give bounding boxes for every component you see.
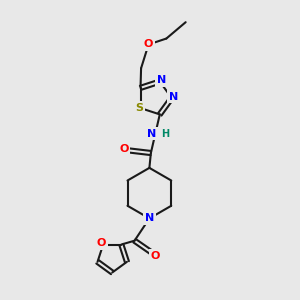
Text: N: N xyxy=(145,213,154,224)
Text: O: O xyxy=(144,40,153,50)
Text: S: S xyxy=(135,103,143,113)
Text: O: O xyxy=(119,144,129,154)
Text: H: H xyxy=(161,129,169,139)
Text: N: N xyxy=(157,75,166,85)
Text: N: N xyxy=(169,92,178,101)
Text: O: O xyxy=(151,250,160,261)
Text: O: O xyxy=(97,238,106,248)
Text: N: N xyxy=(147,129,156,139)
